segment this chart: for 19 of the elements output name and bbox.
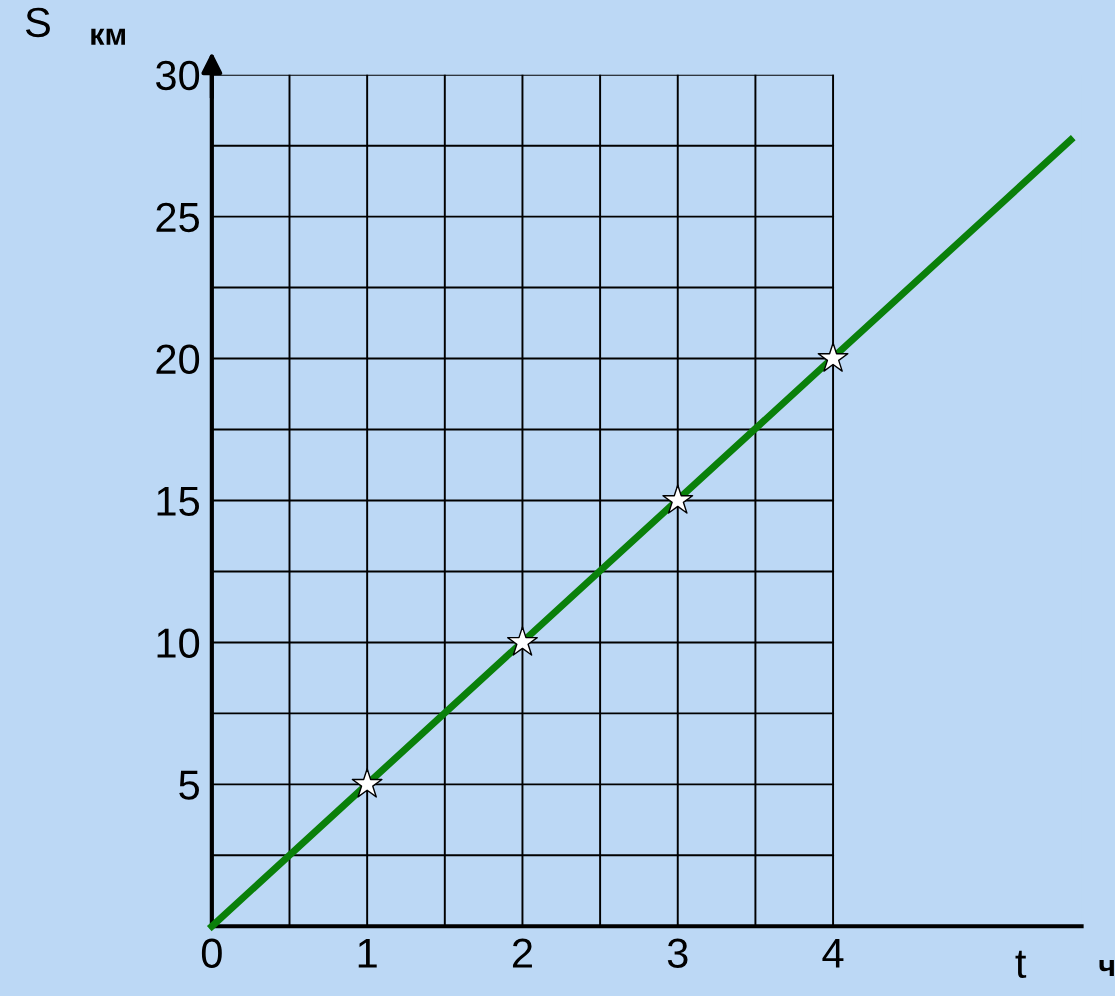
x-tick-label: 1 <box>358 938 377 968</box>
x-axis-title: t <box>1015 950 1027 979</box>
y-tick-label: 5 <box>179 770 199 800</box>
x-tick-label: 3 <box>667 938 688 968</box>
point <box>506 626 538 656</box>
y-tick-label: 15 <box>157 486 199 516</box>
x-tick-label: 4 <box>822 938 844 968</box>
y-tick-label: 25 <box>156 202 199 233</box>
point <box>351 768 383 798</box>
y-tick-label: 30 <box>155 60 200 91</box>
point <box>662 484 694 514</box>
y-tick-label: 20 <box>156 344 200 375</box>
x-tick-label: 2 <box>512 938 532 968</box>
x-tick-label: 0 <box>201 938 222 968</box>
y-tick-label: 10 <box>157 628 200 658</box>
point <box>817 342 849 372</box>
text: ч <box>1099 959 1114 977</box>
text: км <box>91 28 125 45</box>
y-axis-title: S <box>25 7 50 38</box>
